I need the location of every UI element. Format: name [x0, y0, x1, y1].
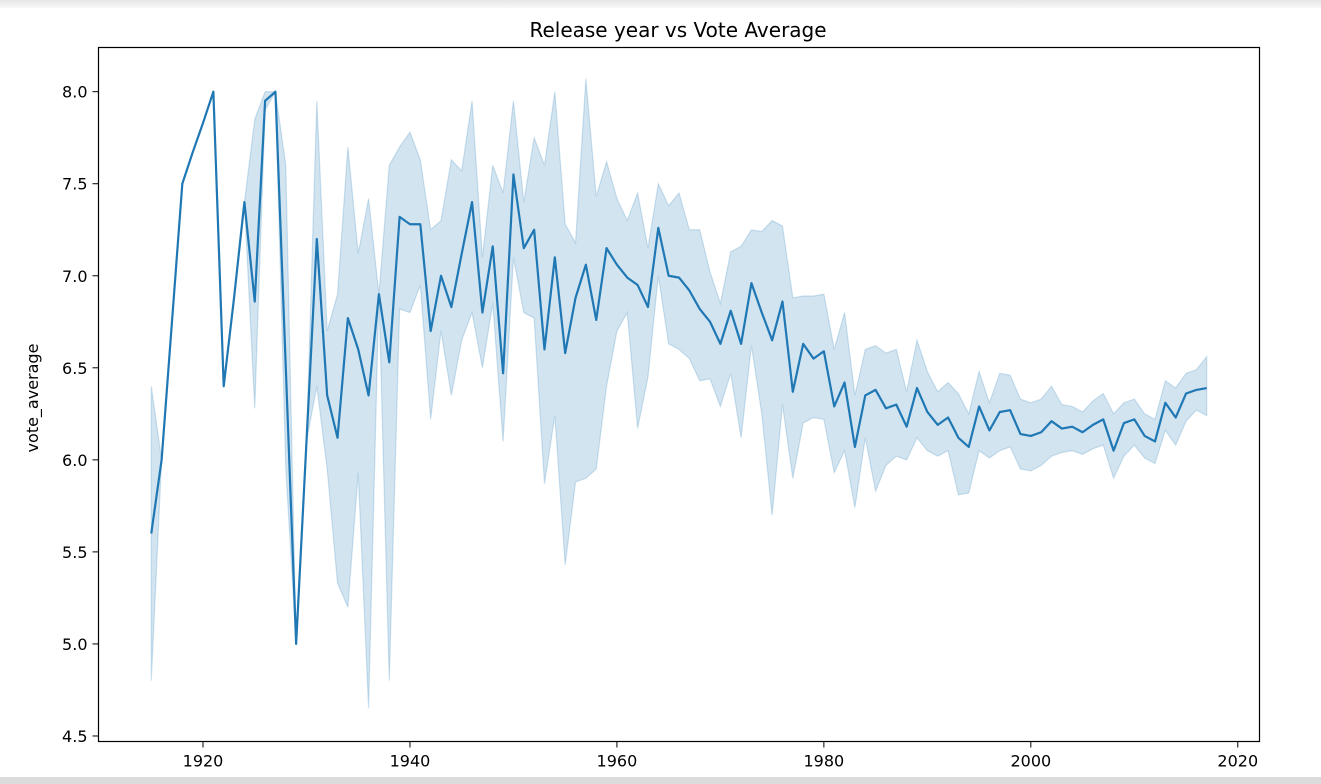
window-top-edge: [0, 0, 1321, 8]
y-tick-label: 8.0: [62, 83, 87, 102]
confidence-band-layer: [150, 78, 1208, 709]
y-tick-label: 5.0: [62, 635, 87, 654]
x-tick-label: 1940: [390, 752, 431, 771]
y-tick-label: 7.5: [62, 175, 87, 194]
y-axis-label: vote_average: [23, 344, 43, 453]
y-tick-label: 7.0: [62, 267, 87, 286]
series-line: [150, 90, 1207, 646]
x-tick-label: 2000: [1010, 752, 1051, 771]
x-tick-label: 1920: [183, 752, 224, 771]
y-tick-label: 5.5: [62, 543, 87, 562]
window-bottom-edge: [0, 777, 1321, 784]
x-tick-label: 1980: [804, 752, 845, 771]
y-tick-label: 6.5: [62, 359, 87, 378]
confidence-band: [150, 78, 1208, 709]
x-tick-label: 2020: [1217, 752, 1258, 771]
chart-title: Release year vs Vote Average: [529, 18, 826, 42]
x-tick-label: 1960: [597, 752, 638, 771]
y-axis-ticks: 4.5 5.0 5.5 6.0 6.5 7.0 7.5 8.0: [62, 83, 99, 746]
x-axis-ticks: 1920 1940 1960 1980 2000 2020: [183, 741, 1258, 771]
y-tick-label: 6.0: [62, 451, 87, 470]
plot-area-frame: [97, 46, 1261, 743]
y-tick-label: 4.5: [62, 727, 87, 746]
series-line-layer: [150, 90, 1207, 646]
